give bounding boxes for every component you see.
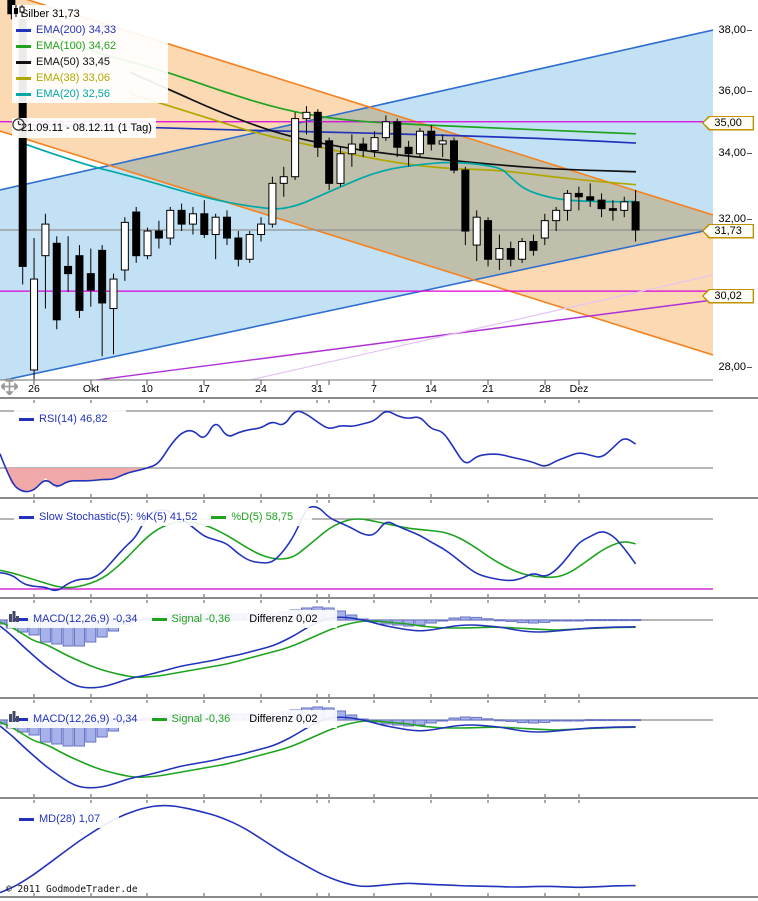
date-range-label: 21.09.11 - 08.12.11 (1 Tag) xyxy=(21,122,152,134)
macd2-legend: MACD(12,26,9) -0,34 Signal -0,36 Differe… xyxy=(8,710,337,728)
x-axis-label: 10 xyxy=(141,383,153,395)
panel-separator xyxy=(0,597,758,599)
x-axis-label: Dez xyxy=(569,383,589,395)
legend-item-ema100: EMA(100) 34,62 xyxy=(16,38,164,54)
macd-legend: MACD(12,26,9) -0,34 Signal -0,36 Differe… xyxy=(8,610,337,628)
x-axis-label: 7 xyxy=(371,383,377,395)
x-axis-label: Okt xyxy=(82,383,100,395)
md-panel-canvas[interactable] xyxy=(0,800,758,897)
macd-signal-label: Signal -0,36 xyxy=(171,613,231,625)
x-axis-label: 31 xyxy=(311,383,323,395)
ema200-label: EMA(200) 34,33 xyxy=(36,24,117,36)
instrument-label: Silber 31,73 xyxy=(21,8,80,20)
panel-separator xyxy=(0,697,758,699)
ema200-swatch xyxy=(16,28,31,32)
ema38-label: EMA(38) 33,06 xyxy=(36,72,110,84)
ema20-label: EMA(20) 32,56 xyxy=(36,88,110,100)
macd2-differenz-label: Differenz 0,02 xyxy=(249,713,318,725)
ema38-swatch xyxy=(16,76,31,80)
panel-separator xyxy=(0,797,758,799)
ema20-swatch xyxy=(16,92,31,96)
panel-separator xyxy=(0,497,758,499)
date-range-box: 21.09.11 - 08.12.11 (1 Tag) xyxy=(12,118,156,138)
legend-item-ema200: EMA(200) 34,33 xyxy=(16,22,164,38)
md-label: MD(28) 1,07 xyxy=(39,813,101,825)
macd2-label: MACD(12,26,9) -0,34 xyxy=(33,713,138,725)
stochastic-k-label: Slow Stochastic(5): %K(5) 41,52 xyxy=(39,511,198,523)
rsi-panel-canvas[interactable] xyxy=(0,400,758,497)
panel-separator xyxy=(0,896,758,898)
x-axis-label: 14 xyxy=(425,383,437,395)
panel-separator xyxy=(0,397,758,399)
legend-item-ema20: EMA(20) 32,56 xyxy=(16,86,164,102)
price-chart-canvas[interactable] xyxy=(0,0,758,398)
ema100-label: EMA(100) 34,62 xyxy=(36,40,117,52)
legend-instrument-row: Silber 31,73 xyxy=(14,5,164,22)
md-legend: MD(28) 1,07 xyxy=(14,810,120,828)
x-axis-label: 24 xyxy=(255,383,267,395)
rsi-label: RSI(14) 46,82 xyxy=(39,413,108,425)
stochastic-d-label: %D(5) 58,75 xyxy=(231,511,294,523)
ema50-swatch xyxy=(16,60,31,64)
copyright-text: © 2011 GodmodeTrader.de xyxy=(6,884,138,895)
x-axis-label: 28 xyxy=(539,383,551,395)
ema50-label: EMA(50) 33,45 xyxy=(36,56,110,68)
chart-legend: Silber 31,73 EMA(200) 34,33 EMA(100) 34,… xyxy=(12,5,168,103)
macd-differenz-label: Differenz 0,02 xyxy=(249,613,318,625)
macd-label: MACD(12,26,9) -0,34 xyxy=(33,613,138,625)
ema100-swatch xyxy=(16,44,31,48)
stochastic-legend: Slow Stochastic(5): %K(5) 41,52 %D(5) 58… xyxy=(14,508,313,526)
x-axis-label: 26 xyxy=(28,383,40,395)
x-axis-label: 21 xyxy=(482,383,494,395)
legend-item-ema38: EMA(38) 33,06 xyxy=(16,70,164,86)
macd2-signal-label: Signal -0,36 xyxy=(171,713,231,725)
x-axis-label: 17 xyxy=(198,383,210,395)
legend-item-ema50: EMA(50) 33,45 xyxy=(16,54,164,70)
x-axis-labels: 26 Okt 10 17 24 31 7 14 21 28 Dez xyxy=(0,383,713,397)
rsi-legend: RSI(14) 46,82 xyxy=(14,410,127,428)
